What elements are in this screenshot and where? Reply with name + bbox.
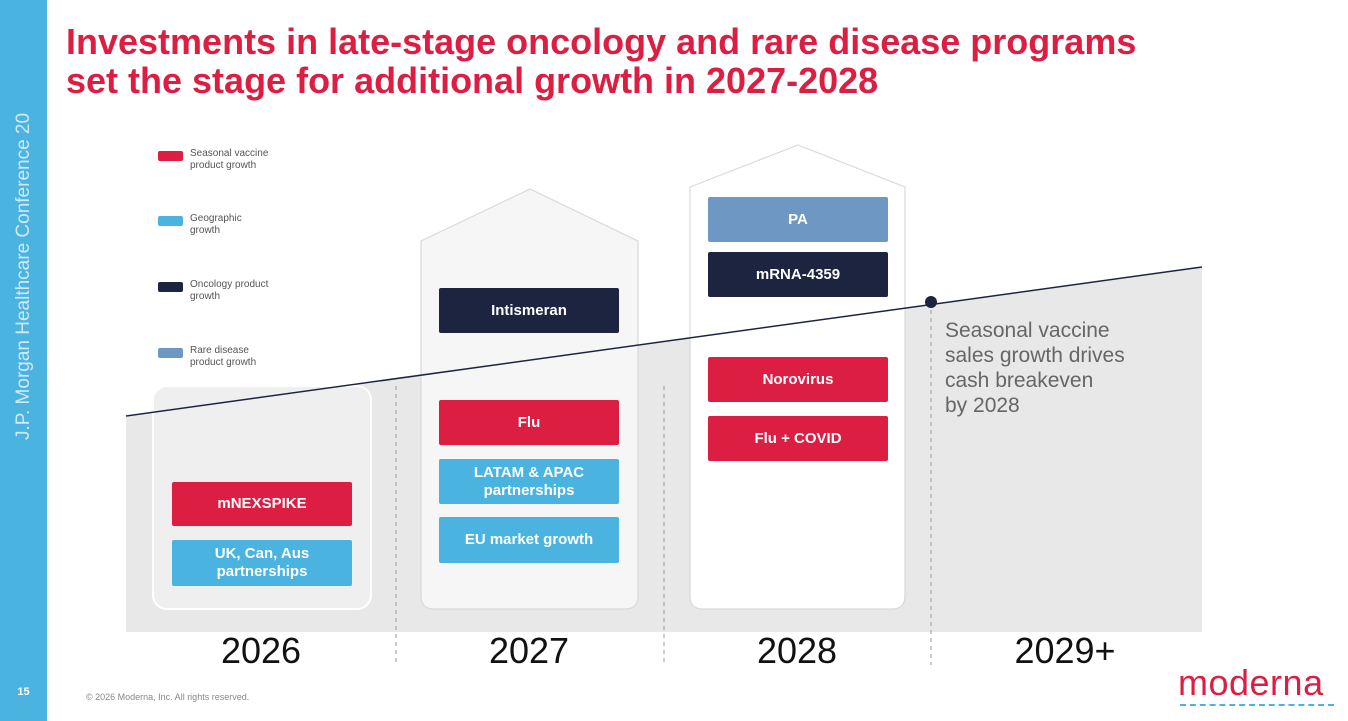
legend-swatch-oncology [158, 282, 183, 292]
moderna-logo: moderna [1178, 662, 1324, 703]
page-number: 15 [17, 686, 30, 698]
item-mrna-4359: mRNA-4359 [708, 252, 888, 297]
legend-oncology: Oncology product growth [158, 279, 280, 303]
breakeven-marker [925, 296, 937, 308]
legend-seasonal-vaccine: Seasonal vaccine product growth [158, 148, 290, 172]
year-label-2028: 2028 [756, 630, 838, 671]
item-flu-covid: Flu + COVID [708, 416, 888, 461]
breakeven-annotation: Seasonal vaccine sales growth drives cas… [945, 319, 1125, 417]
item-uk-can-aus-partnerships: UK, Can, Aus partnerships [172, 540, 352, 586]
logo-underline [1180, 704, 1334, 706]
year-label-2029-plus: 2029+ [1014, 630, 1116, 671]
legend-swatch-geographic [158, 216, 183, 226]
slide-title-line-2: set the stage for additional growth in 2… [66, 60, 879, 101]
legend-geographic: Geographic growth [158, 213, 252, 237]
trend-line [125, 266, 1203, 417]
item-intismeran: Intismeran [439, 288, 619, 333]
legend-rare-disease: Rare disease product growth [158, 345, 280, 369]
item-pa: PA [708, 197, 888, 242]
year-label-2027: 2027 [488, 630, 570, 671]
year-label-2026: 2026 [220, 630, 302, 671]
copyright-footer: © 2026 Moderna, Inc. All rights reserved… [86, 692, 250, 702]
legend-label-geographic: Geographic growth [190, 213, 242, 236]
item-latam-apac-partnerships: LATAM & APAC partnerships [439, 459, 619, 504]
slide-title-line-1: Investments in late-stage oncology and r… [66, 21, 1137, 62]
item-eu-market-growth: EU market growth [439, 517, 619, 563]
legend-label-seasonal-vaccine: Seasonal vaccine product growth [190, 148, 269, 171]
sidebar: J.P. Morgan Healthcare Conference 20 15 [0, 0, 47, 721]
legend-label-rare-disease: Rare disease product growth [190, 345, 257, 368]
item-mnexspike: mNEXSPIKE [172, 482, 352, 526]
legend-swatch-rare-disease [158, 348, 183, 358]
legend-swatch-seasonal-vaccine [158, 151, 183, 161]
item-flu: Flu [439, 400, 619, 445]
slide-title: Investments in late-stage oncology and r… [66, 22, 1326, 100]
item-norovirus: Norovirus [708, 357, 888, 402]
growth-area [126, 267, 1202, 632]
legend-label-oncology: Oncology product growth [190, 279, 269, 302]
